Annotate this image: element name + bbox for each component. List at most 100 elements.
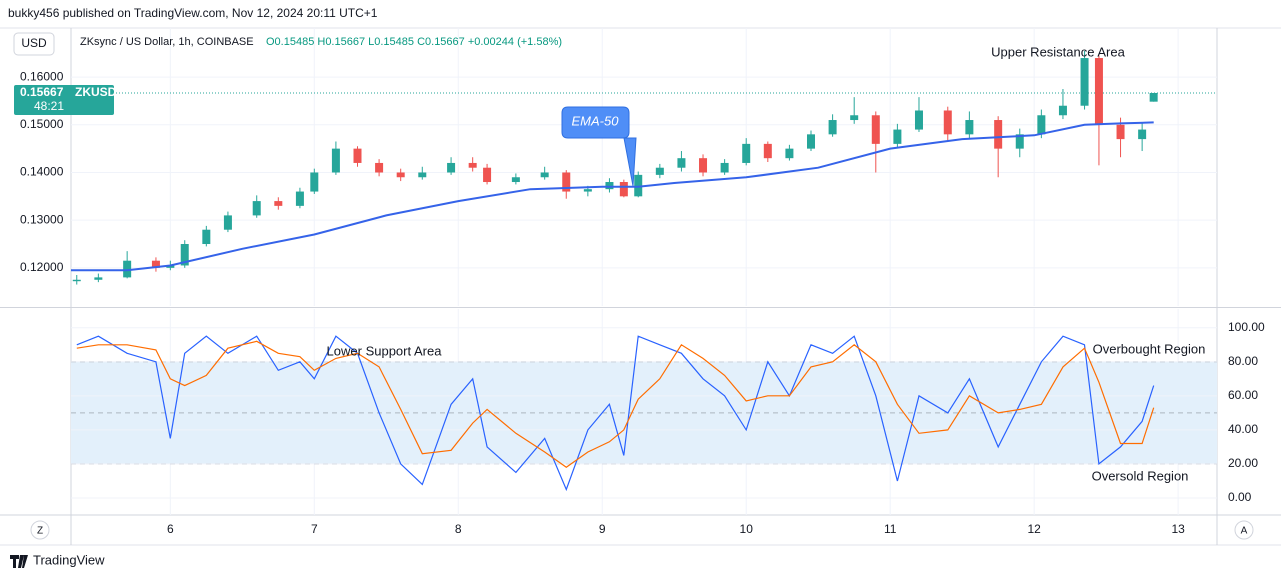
candle-body: [483, 167, 492, 183]
candle-body: [871, 115, 880, 144]
candle: [871, 111, 880, 173]
candle: [540, 166, 549, 180]
price-tag: [14, 84, 114, 115]
candle-body: [605, 182, 614, 190]
candle: [274, 197, 283, 210]
plot-layer: 0.12000 0.13000 0.14000 0.15000 0.16000 6 7 8 9 1…: [0, 27, 1281, 546]
candle: [850, 97, 859, 124]
candle-body: [447, 162, 456, 173]
x-tick-label: 6: [167, 522, 174, 536]
candle: [1015, 128, 1024, 158]
candle: [180, 240, 189, 268]
candle-body: [331, 148, 340, 173]
series-line: [76, 335, 1155, 492]
ema-label: EMA-50: [572, 113, 620, 128]
ohlc-info: O0.15485 H0.15667 L0.15485 C0.15667 +0.0…: [266, 36, 562, 48]
y-tick-label: 0.13000: [20, 212, 64, 226]
candle-body: [1015, 134, 1024, 149]
y-tick-label: 0.00: [1228, 490, 1252, 504]
candle-body: [72, 279, 81, 282]
candle: [965, 111, 974, 139]
candle-body: [396, 172, 405, 178]
candle-body: [785, 148, 794, 159]
candle: [785, 144, 794, 161]
candle-body: [1037, 115, 1046, 135]
price-tag-countdown: 48:21: [34, 99, 64, 113]
candle: [807, 130, 816, 152]
candle-body: [511, 177, 520, 183]
candle-body: [720, 162, 729, 173]
candle-body: [1116, 124, 1125, 140]
auto-label[interactable]: A: [1241, 526, 1248, 537]
annotation: Overbought Region: [1093, 341, 1206, 356]
candle-body: [1149, 92, 1158, 102]
x-tick-label: 7: [311, 522, 318, 536]
candle-body: [166, 265, 175, 268]
candle: [677, 151, 686, 172]
y-tick-label: 40.00: [1228, 422, 1258, 436]
candle-body: [807, 134, 816, 149]
candle: [699, 154, 708, 177]
y-tick-label: 100.00: [1228, 320, 1265, 334]
candle-body: [562, 172, 571, 192]
candle-body: [1094, 58, 1103, 125]
candle: [655, 163, 664, 179]
candle: [943, 106, 952, 142]
candle-body: [353, 148, 362, 163]
candle: [1138, 122, 1147, 152]
candle: [468, 157, 477, 172]
candle: [605, 178, 614, 193]
brand-logo: [10, 555, 28, 568]
y-tick-label: 0.15000: [20, 117, 64, 131]
y-tick-label: 0.12000: [20, 260, 64, 274]
candle: [295, 187, 304, 209]
candle-body: [619, 182, 628, 197]
candle-body: [763, 143, 772, 159]
y-tick-label: 60.00: [1228, 388, 1258, 402]
y-tick-label: 20.00: [1228, 456, 1258, 470]
candle-body: [893, 129, 902, 144]
auto-button[interactable]: [1234, 520, 1254, 540]
candle-body: [828, 120, 837, 135]
price-tag-value: 0.15667: [20, 85, 64, 99]
ema-callout: [561, 106, 637, 187]
candle-body: [252, 201, 261, 216]
x-tick-label: 8: [455, 522, 462, 536]
candle: [375, 159, 384, 177]
candle-body: [295, 191, 304, 206]
candle: [511, 173, 520, 185]
candle-body: [699, 158, 708, 173]
zoom-button[interactable]: [30, 520, 50, 540]
candle: [72, 275, 81, 285]
currency-label[interactable]: USD: [21, 36, 47, 50]
candle: [619, 179, 628, 198]
candle: [252, 195, 261, 218]
series-line: [71, 121, 1154, 272]
brand-name: TradingView: [33, 552, 105, 567]
candle-body: [151, 260, 160, 268]
currency-button[interactable]: [13, 32, 55, 56]
candle: [418, 166, 427, 180]
candle: [396, 168, 405, 182]
candle-body: [994, 120, 1003, 149]
candle-body: [742, 143, 751, 163]
candle-body: [123, 260, 132, 278]
candle: [123, 251, 132, 279]
x-tick-label: 12: [1027, 522, 1041, 536]
candle-body: [965, 120, 974, 135]
y-tick-label: 0.14000: [20, 165, 64, 179]
candle: [353, 146, 362, 167]
series-line: [76, 340, 1155, 469]
candle-body: [540, 172, 549, 178]
candle: [331, 141, 340, 175]
zoom-label[interactable]: Z: [37, 526, 43, 537]
candle-body: [943, 110, 952, 135]
candle: [202, 225, 211, 247]
candle: [828, 114, 837, 137]
candle-body: [418, 172, 427, 178]
candle-body: [375, 162, 384, 173]
candle: [1058, 89, 1067, 120]
